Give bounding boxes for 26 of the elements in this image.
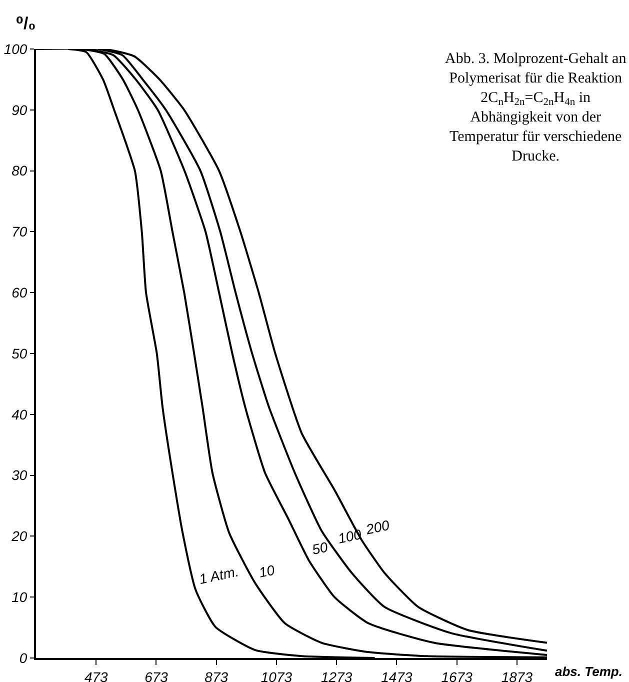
x-tick-label: 1073: [260, 668, 292, 682]
y-axis-title: ⁰/₀: [16, 14, 36, 33]
y-tick-label: 70: [12, 224, 28, 240]
y-tick-label: 90: [12, 102, 28, 118]
annotation: 10: [257, 562, 276, 580]
annotation: 1 Atm.: [198, 563, 240, 588]
annotation: 50: [310, 538, 330, 558]
y-tick-label: 30: [12, 467, 28, 484]
x-tick-label: 873: [204, 668, 228, 682]
chart-title: Abb. 3. Molprozent-Gehalt an Polymerisat für die Reaktion 2C$_{n}$H$_{2n}$=C$_{2n}$H$_{4n}$ in Abhängigkeit von der Temperatur für verschiedene Drucke.: [445, 51, 626, 164]
y-tick-label: 80: [12, 162, 28, 179]
annotation: 200: [364, 516, 391, 538]
y-tick-label: 20: [10, 528, 28, 544]
y-tick-label: 60: [12, 284, 28, 300]
y-tick-label: 40: [12, 406, 28, 422]
x-axis-title: abs. Temp.: [555, 664, 622, 679]
y-tick-label: 0: [19, 650, 28, 666]
x-tick-label: 473: [84, 668, 108, 682]
y-tick-label: 50: [12, 345, 28, 362]
y-tick-label: 10: [12, 589, 28, 605]
x-tick-label: 1273: [321, 668, 352, 682]
x-tick-label: 1473: [381, 668, 412, 682]
x-tick-label: 1873: [501, 668, 533, 682]
y-tick-label: 100: [4, 40, 28, 57]
x-tick-label: 673: [144, 668, 168, 682]
x-tick-label: 1673: [441, 668, 473, 682]
